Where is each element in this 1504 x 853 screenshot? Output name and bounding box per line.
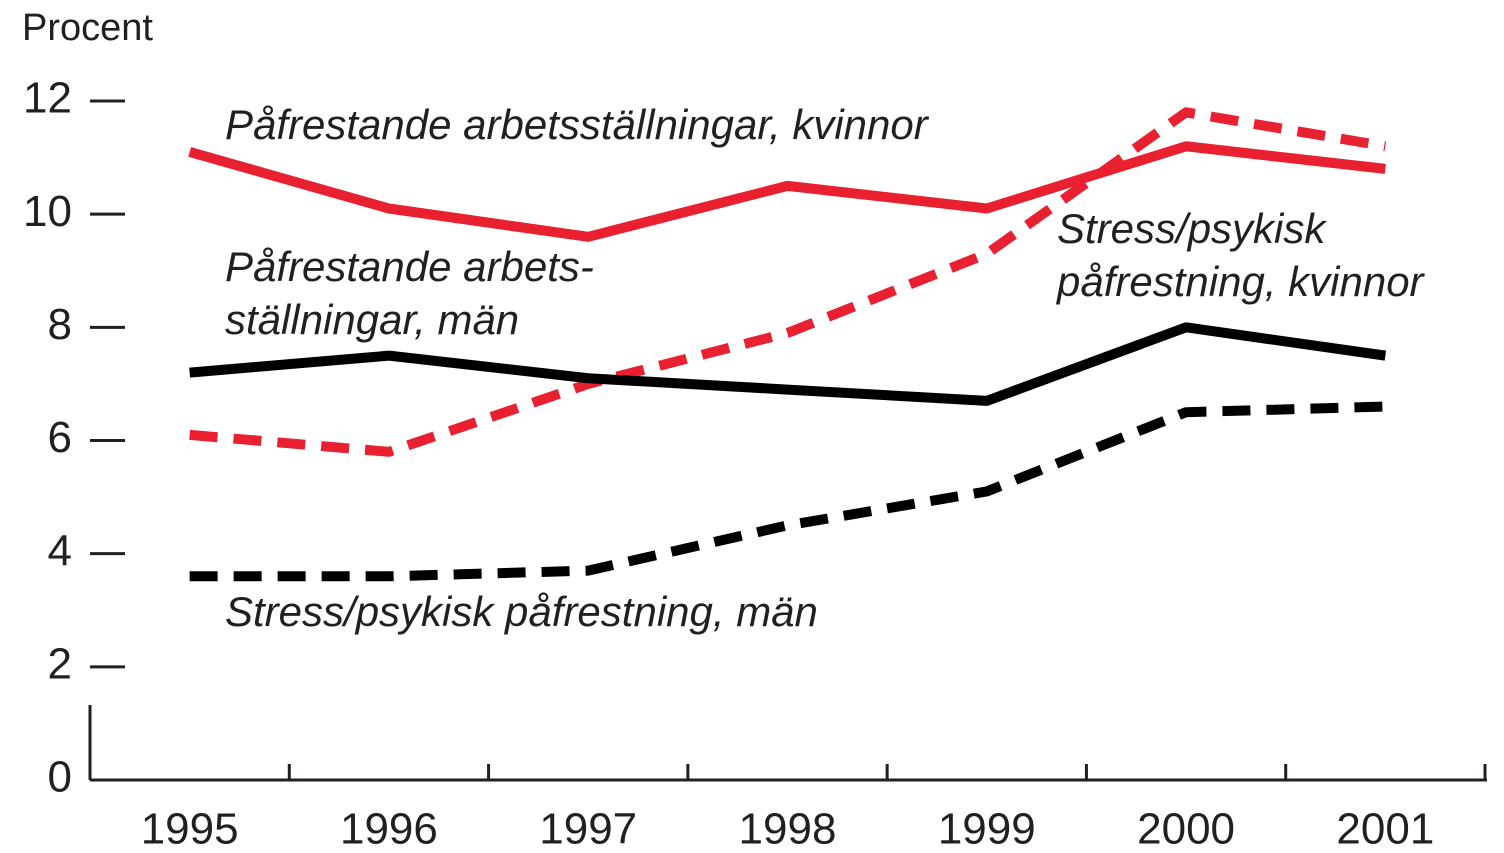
- series-line: [189, 107, 1387, 457]
- y-tick-label: 12: [23, 74, 72, 123]
- x-tick-label: 2001: [1336, 805, 1434, 853]
- series-label: Påfrestande arbetsställningar, kvinnor: [225, 101, 930, 148]
- series-line: [189, 401, 1386, 582]
- series-line: [188, 141, 1386, 242]
- y-tick-label: 10: [23, 187, 72, 236]
- series-line: [189, 322, 1387, 406]
- x-tick-label: 1995: [141, 805, 239, 853]
- series-label: Påfrestande arbets-: [225, 243, 594, 290]
- y-tick-label: 2: [48, 639, 72, 688]
- y-tick-label: 8: [48, 300, 72, 349]
- y-tick-label: 6: [48, 413, 72, 462]
- series-label: ställningar, män: [225, 296, 519, 343]
- x-tick-label: 1998: [739, 805, 837, 853]
- y-axis-label: Procent: [22, 7, 153, 49]
- x-tick-label: 1996: [340, 805, 438, 853]
- x-tick-label: 1999: [938, 805, 1036, 853]
- series-label: påfrestning, kvinnor: [1055, 258, 1426, 305]
- series-label: Stress/psykisk påfrestning, män: [225, 588, 818, 635]
- series-label: Stress/psykisk: [1057, 205, 1327, 252]
- x-tick-label: 2000: [1137, 805, 1235, 853]
- x-tick-label: 1997: [539, 805, 637, 853]
- y-tick-label: 4: [48, 526, 72, 575]
- y-tick-label: 0: [48, 753, 72, 802]
